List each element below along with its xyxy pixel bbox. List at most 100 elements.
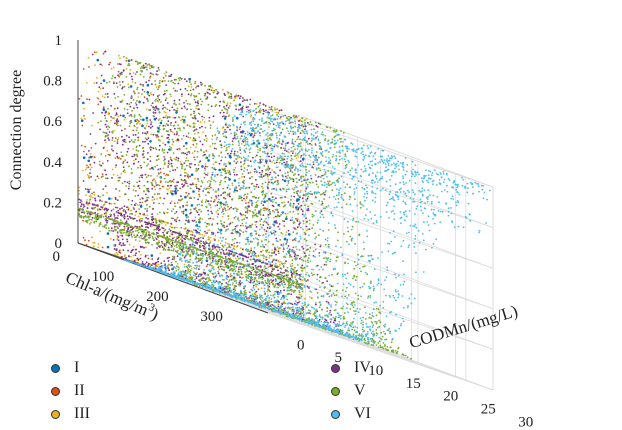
data-point [106,219,109,222]
data-point [191,239,194,242]
data-point [222,187,225,190]
data-point [93,245,95,248]
data-point [169,191,172,194]
data-point [174,117,176,119]
data-point [117,209,120,212]
data-point [239,95,242,98]
data-point [186,201,189,204]
data-point [375,344,378,346]
data-point [282,279,285,282]
data-point [336,301,338,304]
data-point [113,93,116,95]
data-point [285,270,287,273]
data-point [152,223,154,226]
data-point [226,225,228,228]
data-point [233,265,236,268]
data-point [106,209,108,212]
data-point [197,260,200,262]
data-point [362,316,364,319]
data-point [185,231,188,233]
data-point [274,108,277,111]
data-point [125,185,128,187]
data-point [279,260,282,263]
data-point [217,213,220,216]
data-point [99,199,102,202]
data-point [358,333,361,335]
data-point [255,103,258,105]
data-point [265,146,268,149]
data-point [302,259,305,262]
data-point [347,230,349,233]
data-point [128,182,131,185]
data-point [162,202,165,205]
data-point [185,250,188,252]
data-point [97,243,100,246]
data-point [324,243,327,246]
data-point [219,100,222,103]
data-point [220,268,223,271]
data-point [144,241,147,244]
data-point [301,183,304,186]
data-point [347,294,350,296]
data-point [248,186,251,189]
data-point [218,207,221,210]
data-point [280,244,283,246]
data-point [206,222,209,225]
data-point [262,189,265,192]
data-point [233,286,236,289]
data-point [140,237,143,240]
data-point [270,304,272,306]
data-point [223,135,225,138]
data-point [96,175,99,178]
data-point [130,168,133,170]
data-point [208,229,211,232]
data-point [308,222,311,225]
data-point [208,218,210,220]
data-point [144,127,147,130]
data-point [227,107,230,109]
data-point [122,170,125,173]
data-point [275,132,277,135]
data-point [299,160,302,163]
data-point [237,218,239,220]
data-point [139,73,142,76]
data-point [249,98,252,101]
data-point [229,128,231,131]
data-point [88,150,90,152]
data-point [300,208,303,211]
data-point [224,238,227,241]
data-point [100,176,103,178]
data-point [378,319,380,322]
data-point [132,163,135,165]
data-point [234,270,237,272]
data-point [292,166,294,169]
data-point [212,115,215,118]
data-point [231,143,234,146]
data-point [171,106,174,109]
data-point [143,229,146,232]
data-point [282,281,285,283]
data-point [197,275,200,278]
data-point [173,109,176,111]
grid-line [267,312,494,391]
data-point [300,189,302,192]
data-point [156,70,159,73]
data-point [235,105,237,107]
data-point [193,98,196,101]
data-point [174,250,177,253]
data-point [115,112,118,115]
data-point [278,281,281,284]
data-point [204,242,207,244]
data-point [270,300,273,303]
data-point [227,176,230,179]
data-point [127,208,130,211]
data-point [87,215,89,218]
data-point [113,117,116,119]
data-point [299,283,302,286]
data-point [193,196,196,199]
data-point [140,83,143,86]
data-point [328,180,331,183]
data-point [110,119,112,122]
data-point [336,273,339,276]
data-point [255,226,258,228]
